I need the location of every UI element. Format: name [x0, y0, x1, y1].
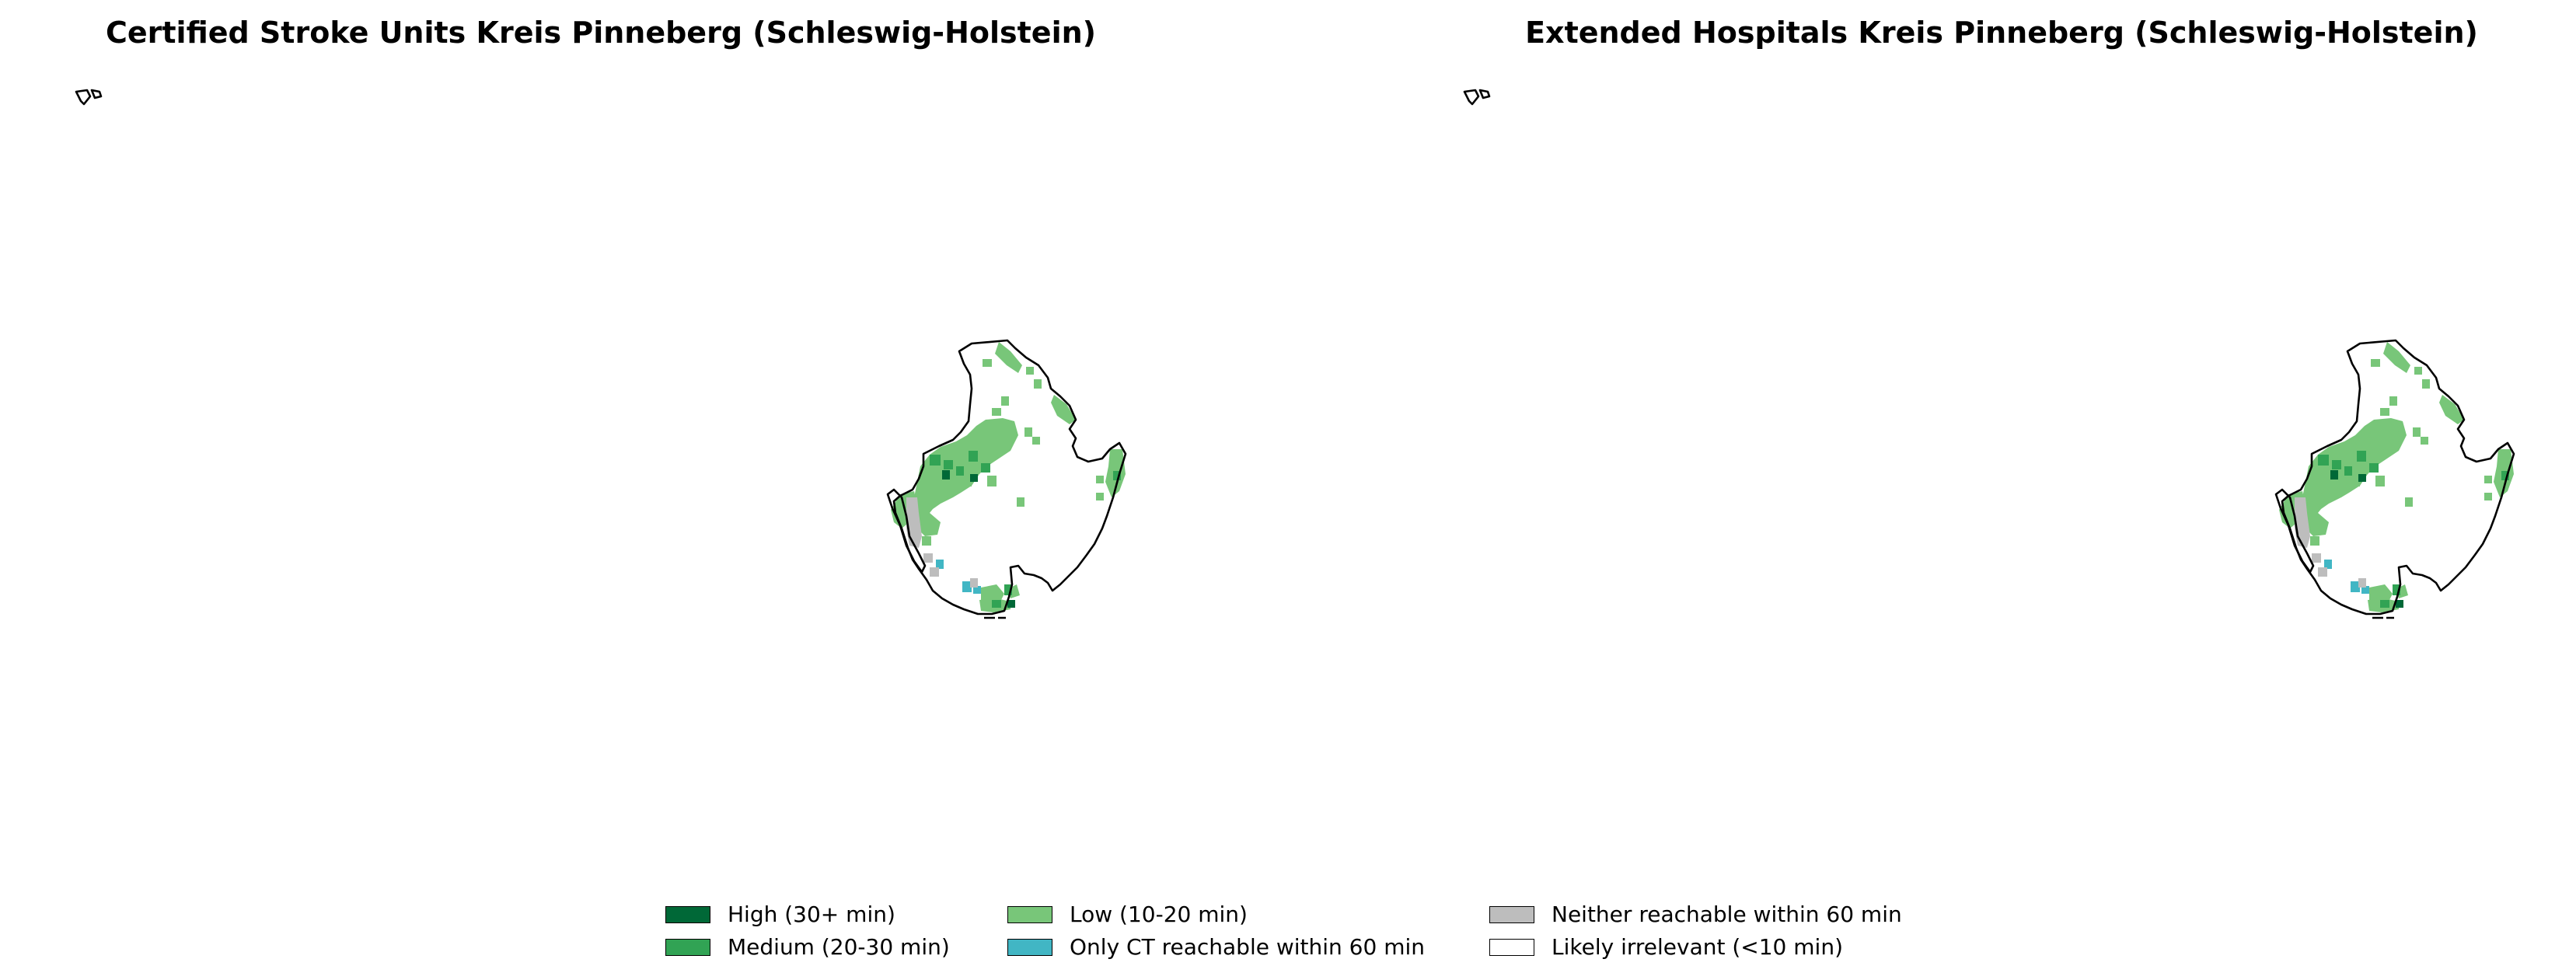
legend-swatch-irrelevant — [1489, 938, 1534, 956]
legend-label-high: High (30+ min) — [728, 902, 895, 927]
legend-swatch-neither — [1489, 905, 1534, 923]
map-kreis-pinneberg-stroke-units — [75, 89, 1127, 619]
legend-swatch-medium — [665, 938, 710, 956]
legend-item-medium: Medium (20-30 min) — [665, 934, 950, 960]
legend-item-neither: Neither reachable within 60 min — [1489, 902, 1902, 927]
legend-swatch-low — [1007, 905, 1052, 923]
legend-swatch-only-ct — [1007, 938, 1052, 956]
legend-item-low: Low (10-20 min) — [1007, 902, 1248, 927]
legend-label-neither: Neither reachable within 60 min — [1552, 902, 1902, 927]
panel-title-certified-stroke-units: Certified Stroke Units Kreis Pinneberg (… — [105, 16, 1097, 50]
legend-label-irrelevant: Likely irrelevant (<10 min) — [1552, 934, 1843, 960]
legend-label-only-ct: Only CT reachable within 60 min — [1070, 934, 1426, 960]
legend-label-medium: Medium (20-30 min) — [728, 934, 950, 960]
panel-title-extended-hospitals: Extended Hospitals Kreis Pinneberg (Schl… — [1525, 16, 2478, 50]
legend-item-only-ct: Only CT reachable within 60 min — [1007, 934, 1425, 960]
legend-swatch-high — [665, 905, 710, 923]
legend-label-low: Low (10-20 min) — [1070, 902, 1248, 927]
legend-item-high: High (30+ min) — [665, 902, 895, 927]
legend-item-irrelevant: Likely irrelevant (<10 min) — [1489, 934, 1843, 960]
map-kreis-pinneberg-extended-hospitals — [1463, 89, 2515, 619]
